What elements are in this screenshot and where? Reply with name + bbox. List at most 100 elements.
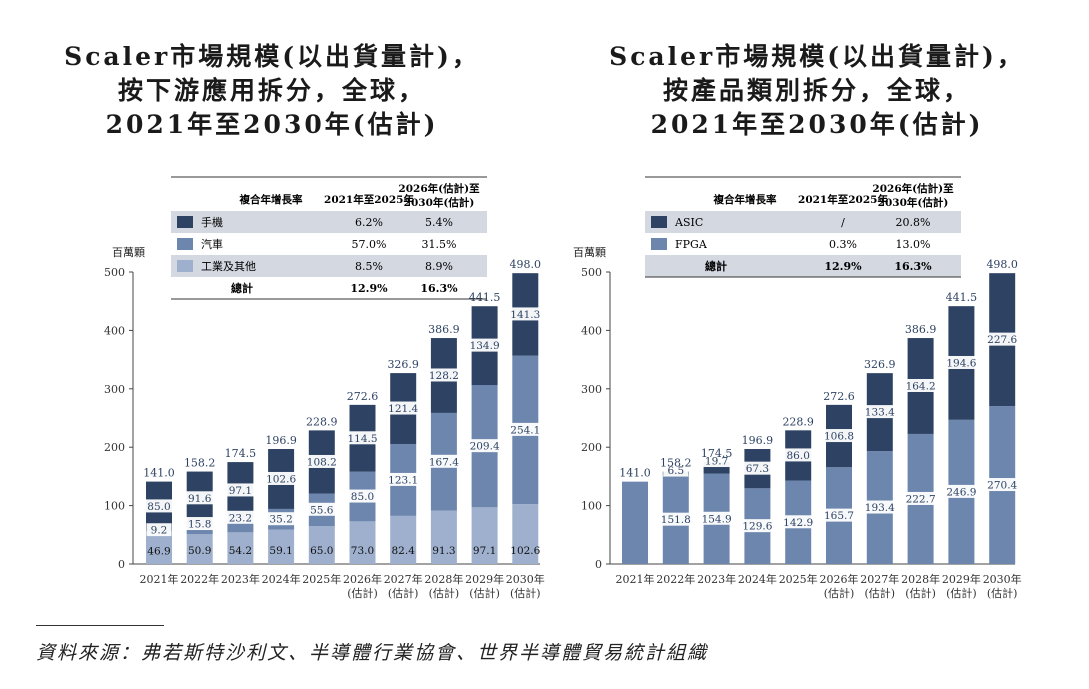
x-tick-label: (估計) — [429, 586, 460, 600]
chart-panel-application: Scaler市場規模(以出貨量計)， 按下游應用拆分，全球， 2021年至203… — [0, 0, 545, 620]
legend-label: ASIC — [674, 216, 703, 229]
y-axis-unit: 百萬顆 — [112, 246, 145, 259]
data-label-box — [465, 439, 504, 453]
table-cell: 57.0% — [352, 238, 387, 251]
y-tick-label: 100 — [104, 500, 125, 513]
x-tick-label: 2023年 — [697, 572, 736, 586]
bar-total-label: 441.5 — [469, 291, 501, 304]
legend-swatch — [177, 238, 193, 250]
y-tick-label: 200 — [581, 441, 602, 454]
data-label-box — [506, 422, 545, 436]
data-label-box — [506, 307, 545, 321]
x-tick-label: (估計) — [510, 586, 541, 600]
table-total-cell: 16.3% — [420, 282, 458, 295]
data-label-box — [901, 491, 940, 505]
table-total-cell: 12.9% — [824, 260, 862, 273]
data-label-box — [384, 401, 423, 415]
table-row-band — [171, 255, 487, 277]
data-label-box — [741, 461, 774, 475]
chart-title: Scaler市場規模(以出貨量計)， 按產品類別拆分，全球， 2021年至203… — [545, 40, 1089, 142]
x-tick-label: 2029年 — [942, 572, 981, 586]
bar-segment — [146, 536, 172, 564]
bar-total-label: 196.9 — [742, 434, 774, 447]
data-label-box — [146, 523, 172, 537]
y-tick-label: 100 — [581, 500, 602, 513]
x-tick-label: 2029年 — [465, 572, 504, 586]
table-total-label: 總計 — [231, 281, 253, 295]
data-label: 270.4 — [987, 480, 1017, 492]
data-label-box — [465, 338, 504, 352]
x-tick-label: (估計) — [824, 586, 855, 600]
x-tick-label: 2027年 — [860, 572, 899, 586]
data-label: 134.9 — [470, 340, 500, 352]
data-label: 193.4 — [865, 502, 895, 514]
table-cell: 0.3% — [829, 238, 857, 251]
data-label-box — [860, 405, 899, 419]
data-label: 102.6 — [266, 473, 296, 485]
legend-label: 工業及其他 — [201, 260, 256, 273]
data-label-box — [265, 512, 297, 526]
chart-title-line: 按下游應用拆分，全球， — [117, 76, 426, 105]
data-label: 97.1 — [473, 545, 496, 557]
data-label: 133.4 — [865, 407, 895, 419]
y-axis-unit: 百萬顆 — [573, 246, 606, 259]
data-label: 91.6 — [188, 493, 212, 505]
y-tick-label: 200 — [104, 441, 125, 454]
bar-total-label: 326.9 — [387, 358, 419, 371]
data-label: 141.3 — [510, 309, 540, 321]
data-label: 86.0 — [787, 450, 810, 462]
y-tick-label: 400 — [581, 324, 602, 337]
data-label: 65.0 — [310, 545, 333, 557]
data-label: 108.2 — [307, 456, 337, 468]
bar-segment — [512, 504, 539, 564]
data-label-box — [424, 454, 463, 468]
data-label: 246.9 — [946, 486, 976, 498]
data-label-box — [782, 448, 814, 462]
data-label: 227.6 — [987, 334, 1017, 346]
x-tick-label: 2023年 — [221, 572, 260, 586]
bar-total-label: 196.9 — [265, 434, 297, 447]
data-label: 129.6 — [742, 521, 772, 533]
data-label: 142.9 — [783, 517, 813, 529]
bar-total-label: 498.0 — [510, 258, 542, 271]
table-row-band — [171, 211, 487, 233]
data-label: 209.4 — [470, 441, 500, 453]
y-tick-label: 300 — [104, 383, 125, 396]
data-label: 67.3 — [746, 463, 769, 475]
data-label: 46.9 — [147, 545, 170, 557]
data-label: 97.1 — [229, 485, 252, 497]
legend-label: 汽車 — [201, 237, 223, 251]
bar-total-label: 386.9 — [428, 323, 460, 336]
legend-label: 手機 — [201, 215, 223, 229]
y-tick-label: 400 — [104, 324, 125, 337]
bar-total-label: 158.2 — [184, 457, 216, 470]
table-cell: 13.0% — [896, 238, 931, 251]
data-label-box — [346, 489, 379, 503]
data-label-box — [183, 491, 216, 505]
legend-swatch — [177, 216, 193, 228]
bar-segment — [308, 526, 335, 564]
x-tick-label: 2024年 — [262, 572, 301, 586]
data-label: 114.5 — [347, 433, 377, 445]
data-label: 128.2 — [429, 370, 459, 382]
table-header: 複合年增長率 — [239, 193, 303, 206]
legend-swatch — [651, 216, 667, 228]
table-row-band — [645, 255, 961, 277]
data-label-box — [942, 484, 981, 498]
table-header: 2021年至2025年 — [324, 193, 414, 206]
stacked-bar-chart: 百萬顆 0 100 200 300 400 500 46.9 9.2 85.0 141.0 2021年… — [104, 176, 545, 600]
data-label-box — [820, 429, 858, 443]
x-tick-label: (估計) — [347, 586, 378, 600]
bar-total-label: 272.6 — [347, 390, 379, 403]
table-cell: 5.4% — [425, 216, 453, 229]
data-label-box — [224, 510, 257, 524]
table-header: 2030年(估計) — [404, 196, 475, 209]
data-label: 85.0 — [351, 491, 374, 503]
y-tick-label: 0 — [118, 558, 125, 571]
bar-segment — [430, 510, 457, 564]
x-tick-label: (估計) — [946, 586, 977, 600]
data-label: 102.6 — [510, 545, 540, 557]
x-tick-label: 2028年 — [424, 572, 463, 586]
table-cell: 20.8% — [896, 216, 931, 229]
y-tick-label: 300 — [581, 383, 602, 396]
